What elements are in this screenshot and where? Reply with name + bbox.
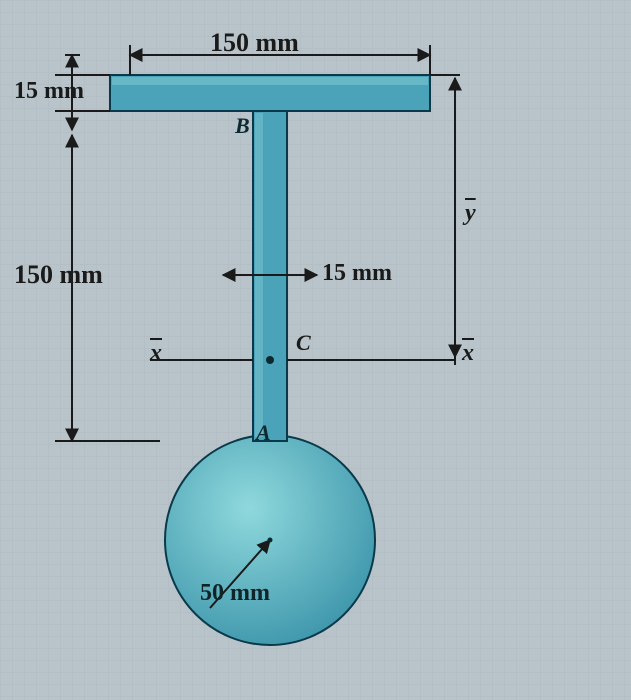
label-150-left: 150 mm bbox=[14, 260, 103, 290]
label-150-top: 150 mm bbox=[210, 28, 299, 58]
label-C: C bbox=[296, 330, 311, 356]
label-x-right: x bbox=[462, 340, 474, 367]
label-y: y bbox=[465, 200, 476, 227]
figure-svg bbox=[0, 0, 631, 700]
label-15-top: 15 mm bbox=[14, 78, 84, 105]
label-15-mid: 15 mm bbox=[322, 260, 392, 287]
label-A: A bbox=[256, 420, 271, 446]
centroid-point bbox=[266, 356, 274, 364]
label-50-radius: 50 mm bbox=[200, 580, 270, 607]
label-B: B bbox=[235, 113, 250, 139]
label-x-left: x bbox=[150, 340, 162, 367]
